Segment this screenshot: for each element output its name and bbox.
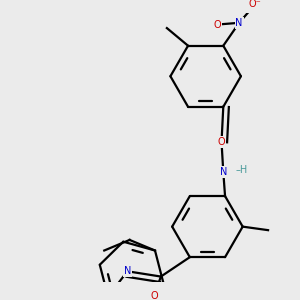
Text: O: O bbox=[218, 137, 225, 147]
Text: O: O bbox=[214, 20, 221, 30]
Text: –H: –H bbox=[236, 165, 248, 175]
Text: O: O bbox=[150, 291, 158, 300]
Text: N: N bbox=[236, 18, 243, 28]
Text: N: N bbox=[220, 167, 227, 177]
Text: O⁻: O⁻ bbox=[249, 0, 261, 10]
Text: N: N bbox=[124, 266, 131, 276]
